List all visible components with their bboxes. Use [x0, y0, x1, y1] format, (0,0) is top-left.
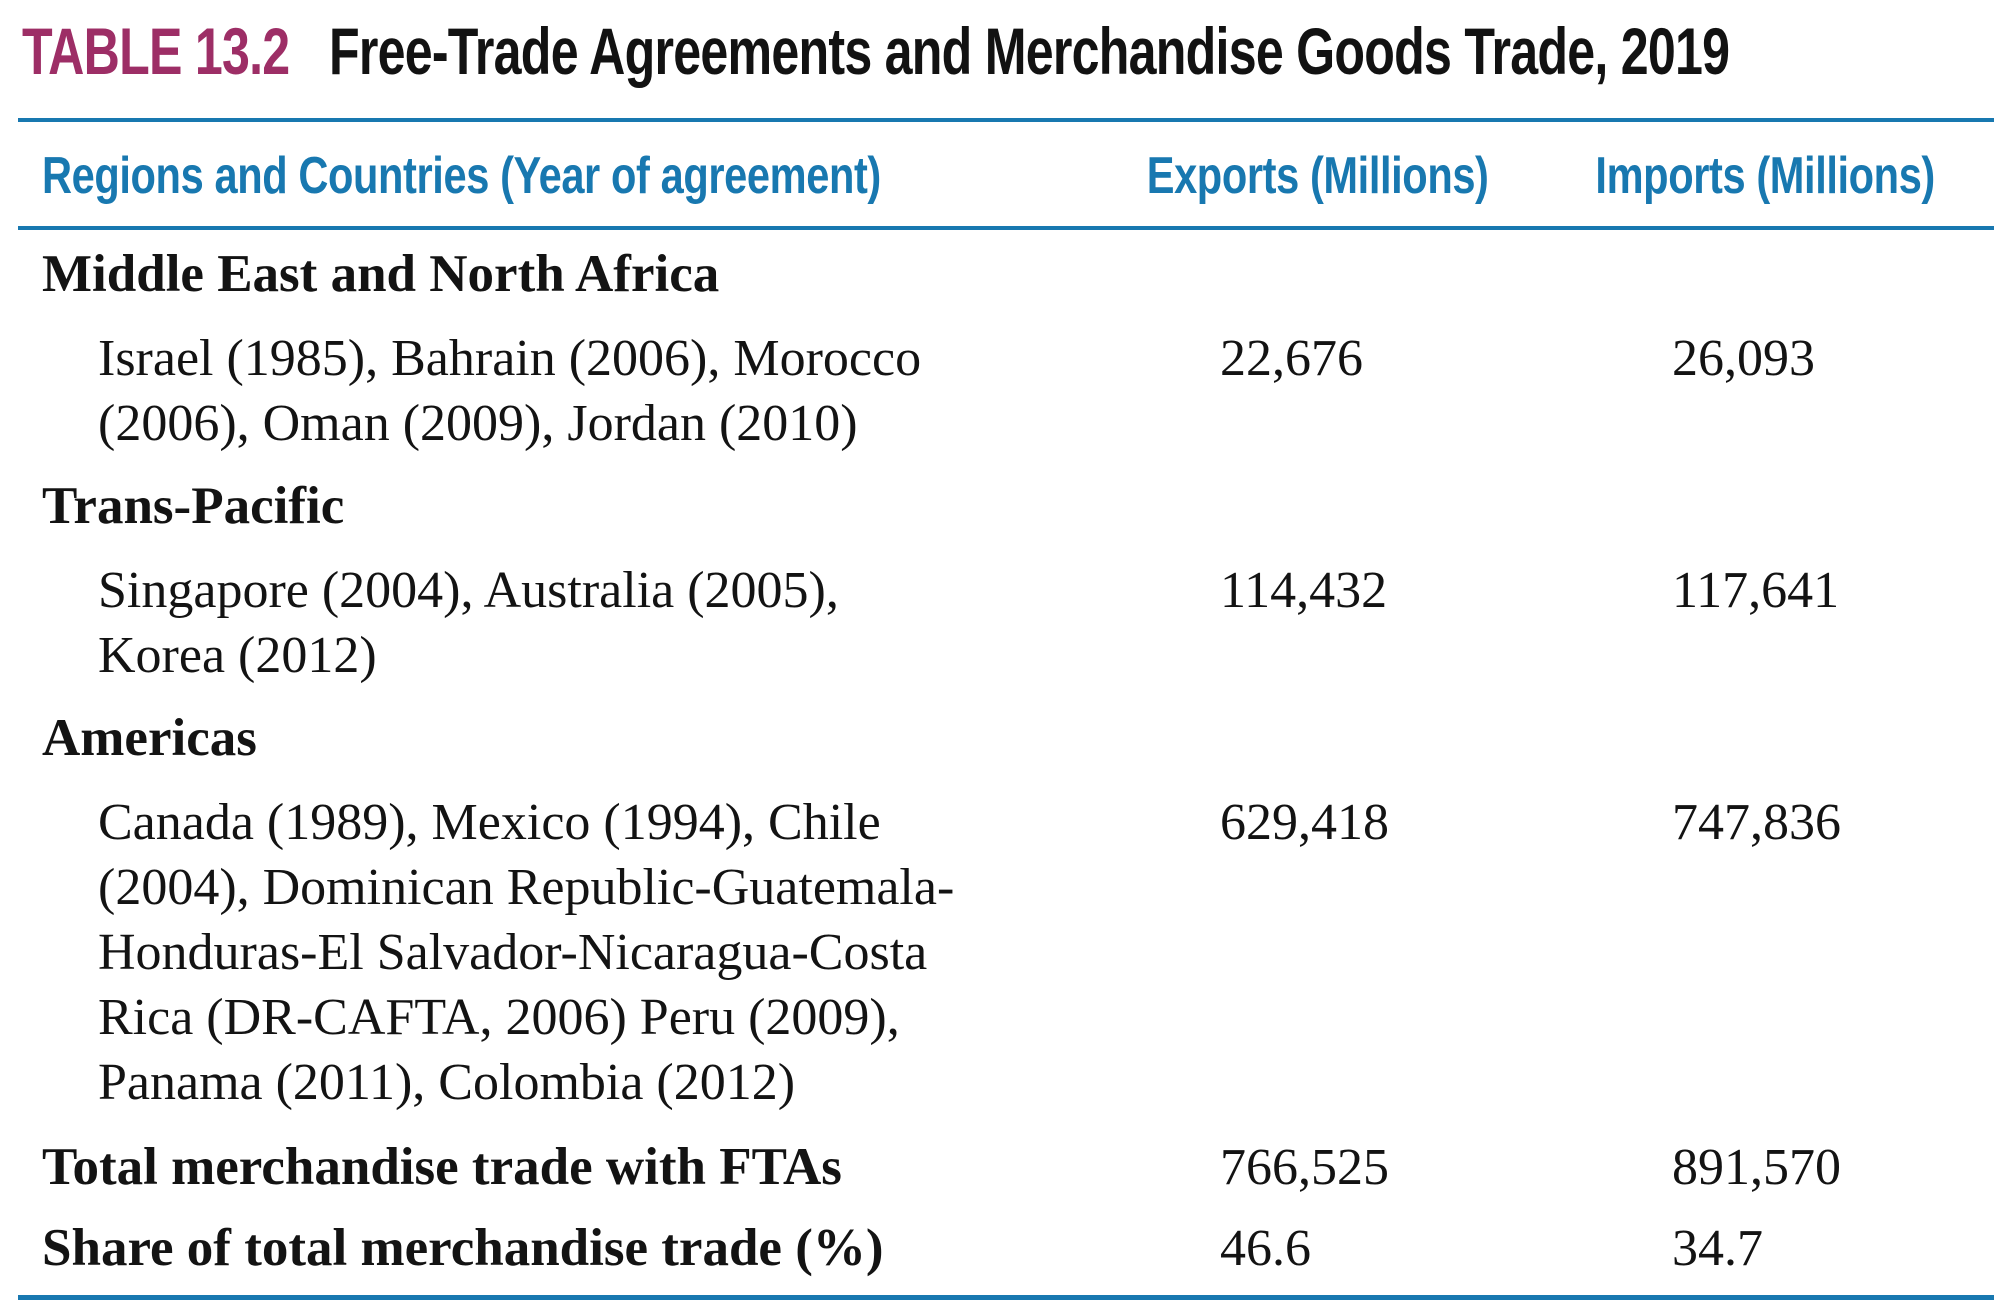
share-row: Share of total merchandise trade (%) 46.… [18, 1200, 1994, 1300]
total-row: Total merchandise trade with FTAs 766,52… [18, 1121, 1994, 1200]
exports-value-americas: 629,418 [1220, 794, 1389, 851]
countries-cell-transpacific: Singapore (2004), Australia (2005), Kore… [18, 550, 1100, 694]
region-entry-row-transpacific: Singapore (2004), Australia (2005), Kore… [18, 550, 1994, 694]
share-exports-value: 46.6 [1100, 1200, 1536, 1300]
share-imports-value: 34.7 [1536, 1200, 1994, 1300]
region-heading-americas: Americas [42, 709, 257, 767]
region-entry-row-mena: Israel (1985), Bahrain (2006), Morocco (… [18, 318, 1994, 462]
countries-text-mena: Israel (1985), Bahrain (2006), Morocco (… [98, 330, 922, 452]
region-heading-mena: Middle East and North Africa [42, 245, 720, 303]
imports-value-transpacific: 117,641 [1672, 562, 1840, 619]
region-entry-row-americas: Canada (1989), Mexico (1994), Chile (200… [18, 782, 1994, 1121]
table-title-line: TABLE 13.2 Free-Trade Agreements and Merc… [22, 14, 1730, 88]
table-number-label: TABLE 13.2 [22, 14, 290, 88]
total-row-label: Total merchandise trade with FTAs [42, 1138, 842, 1196]
countries-cell-americas: Canada (1989), Mexico (1994), Chile (200… [18, 782, 1100, 1121]
region-heading-row-transpacific: Trans-Pacific [18, 462, 1994, 550]
imports-value-mena: 26,093 [1672, 330, 1815, 387]
column-header-exports: Exports (Millions) [1100, 118, 1536, 230]
region-heading-transpacific: Trans-Pacific [42, 477, 345, 535]
share-row-label: Share of total merchandise trade (%) [18, 1200, 1100, 1300]
column-header-exports-label: Exports (Millions) [1147, 147, 1489, 205]
trade-table: Regions and Countries (Year of agreement… [18, 118, 1994, 1300]
countries-cell-mena: Israel (1985), Bahrain (2006), Morocco (… [18, 318, 1100, 462]
column-header-imports: Imports (Millions) [1536, 118, 1994, 230]
column-header-regions-label: Regions and Countries (Year of agreement… [42, 147, 881, 205]
region-heading-row-americas: Americas [18, 694, 1994, 782]
table-titlebar: TABLE 13.2 Free-Trade Agreements and Merc… [22, 16, 2012, 88]
total-exports-value: 766,525 [1220, 1139, 1389, 1196]
imports-value-americas: 747,836 [1672, 794, 1841, 851]
total-imports-value: 891,570 [1672, 1139, 1841, 1196]
table-title: Free-Trade Agreements and Merchandise Go… [328, 14, 1730, 88]
exports-value-mena: 22,676 [1220, 330, 1363, 387]
region-heading-row-mena: Middle East and North Africa [18, 228, 1994, 318]
countries-text-transpacific: Singapore (2004), Australia (2005), Kore… [98, 562, 839, 684]
column-header-regions: Regions and Countries (Year of agreement… [18, 118, 1100, 230]
countries-text-americas: Canada (1989), Mexico (1994), Chile (200… [98, 794, 955, 1111]
column-header-imports-label: Imports (Millions) [1595, 147, 1935, 205]
table-header-row: Regions and Countries (Year of agreement… [18, 118, 1994, 230]
exports-value-transpacific: 114,432 [1220, 562, 1388, 619]
